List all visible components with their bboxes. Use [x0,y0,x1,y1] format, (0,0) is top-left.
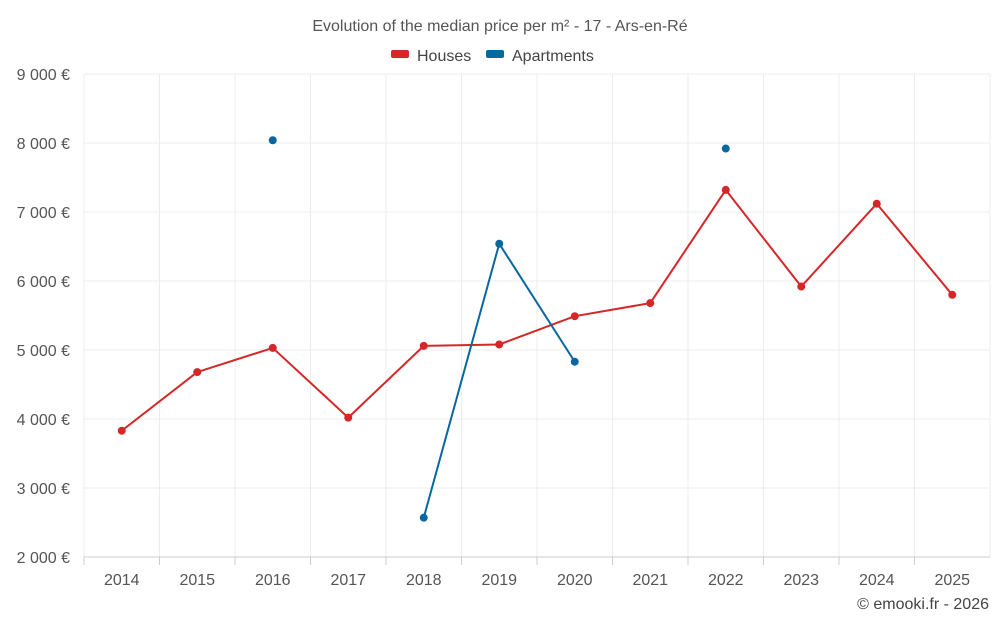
legend-label-houses: Houses [417,48,471,65]
legend-swatch-apartments [486,50,504,58]
x-axis: 2014 2015 2016 2017 2018 2019 2020 2021 2022 2023… [83,556,990,589]
legend: Houses Apartments [391,48,594,65]
x-tick-label: 2019 [481,572,517,589]
x-tick-label: 2021 [632,572,668,589]
x-tick-label: 2014 [104,572,140,589]
y-tick-label: 7 000 € [17,205,70,222]
x-tick-label: 2025 [934,572,970,589]
series-apartments [268,136,730,522]
x-tick-label: 2016 [255,572,291,589]
series-houses [117,185,957,435]
data-point-apartments[interactable] [495,239,504,248]
y-tick-label: 2 000 € [17,550,70,567]
data-point-houses[interactable] [268,343,277,352]
y-tick-label: 8 000 € [17,136,70,153]
data-point-apartments[interactable] [268,136,277,145]
data-point-houses[interactable] [797,282,806,291]
legend-item-houses[interactable]: Houses [391,48,471,65]
y-tick-label: 4 000 € [17,412,70,429]
data-point-houses[interactable] [721,185,730,194]
data-point-apartments[interactable] [721,144,730,153]
x-tick-label: 2022 [708,572,744,589]
data-point-houses[interactable] [646,299,655,308]
credit-text: © emooki.fr - 2026 [857,596,989,613]
x-tick-label: 2018 [406,572,442,589]
y-tick-label: 3 000 € [17,481,70,498]
data-point-houses[interactable] [570,312,579,321]
data-point-houses[interactable] [344,413,353,422]
data-point-houses[interactable] [117,426,126,435]
series-line-houses [121,188,954,432]
y-tick-label: 9 000 € [17,67,70,84]
data-point-houses[interactable] [495,340,504,349]
data-point-houses[interactable] [419,341,428,350]
x-tick-label: 2015 [179,572,215,589]
x-tick-label: 2017 [330,572,366,589]
legend-item-apartments[interactable]: Apartments [486,48,594,65]
data-point-apartments[interactable] [570,357,579,366]
x-tick-label: 2023 [783,572,819,589]
data-point-houses[interactable] [193,368,202,377]
series-layer [117,136,957,522]
data-point-apartments[interactable] [419,513,428,522]
y-tick-label: 6 000 € [17,274,70,291]
x-tick-label: 2020 [557,572,593,589]
y-tick-label: 5 000 € [17,343,70,360]
legend-swatch-houses [391,50,409,58]
data-point-houses[interactable] [872,199,881,208]
x-tick-label: 2024 [859,572,895,589]
chart-title: Evolution of the median price per m² - 1… [312,18,687,35]
data-point-houses[interactable] [948,290,957,299]
y-axis: 2 000 € 3 000 € 4 000 € 5 000 € 6 000 € 7 000… [17,67,70,567]
series-line-apartments [422,242,576,518]
grid [83,73,991,558]
legend-label-apartments: Apartments [512,48,594,65]
